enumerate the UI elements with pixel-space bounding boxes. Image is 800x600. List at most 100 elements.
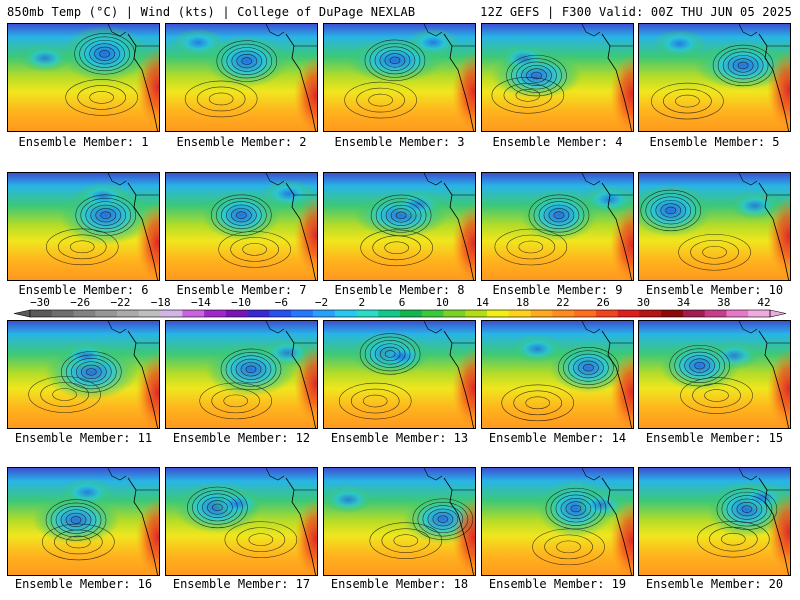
ensemble-member-label: Ensemble Member: 4 — [492, 135, 623, 149]
colorbar-segment — [30, 310, 53, 317]
colorbar-segment — [487, 310, 510, 317]
ensemble-member-label: Ensemble Member: 12 — [172, 431, 311, 445]
temperature-map — [324, 321, 475, 428]
ensemble-member-label: Ensemble Member: 7 — [176, 283, 307, 297]
ensemble-panel-17 — [165, 467, 318, 576]
ensemble-panel-7 — [165, 172, 318, 281]
ensemble-member-label: Ensemble Member: 5 — [649, 135, 780, 149]
ensemble-member-label: Ensemble Member: 15 — [645, 431, 784, 445]
ensemble-member-label: Ensemble Member: 17 — [172, 577, 311, 591]
colorbar-tick-label: 6 — [398, 296, 406, 309]
temperature-map — [482, 468, 633, 575]
temperature-map — [324, 468, 475, 575]
colorbar-segment — [400, 310, 423, 317]
colorbar-segment — [51, 310, 74, 317]
colorbar-tick-label: −30 — [30, 296, 50, 309]
ensemble-panel-15 — [638, 320, 791, 429]
ensemble-member-label: Ensemble Member: 14 — [488, 431, 627, 445]
colorbar-segment — [117, 310, 140, 317]
temperature-map — [166, 24, 317, 131]
colorbar-segment — [182, 310, 205, 317]
colorbar-tick-label: 14 — [475, 296, 490, 309]
colorbar-tick-label: 42 — [757, 296, 771, 309]
ensemble-member-label: Ensemble Member: 11 — [14, 431, 153, 445]
ensemble-panel-18 — [323, 467, 476, 576]
colorbar-segment — [465, 310, 488, 317]
ensemble-panel-2 — [165, 23, 318, 132]
ensemble-panel-19 — [481, 467, 634, 576]
temperature-map — [166, 173, 317, 280]
temperature-map — [639, 321, 790, 428]
ensemble-member-label: Ensemble Member: 9 — [492, 283, 623, 297]
colorbar-tick-label: −2 — [314, 296, 329, 309]
colorbar-segment — [73, 310, 96, 317]
colorbar-segment — [617, 310, 640, 317]
ensemble-panel-4 — [481, 23, 634, 132]
colorbar-segment — [530, 310, 553, 317]
colorbar-tick-label: 2 — [358, 296, 366, 309]
temperature-map — [8, 468, 159, 575]
colorbar-segment — [421, 310, 444, 317]
colorbar-segment — [508, 310, 531, 317]
colorbar-tick-label: −14 — [190, 296, 211, 309]
header-valid-time: 12Z GEFS | F300 Valid: 00Z THU JUN 05 20… — [480, 5, 792, 19]
colorbar-tick-label: −18 — [150, 296, 171, 309]
ensemble-panel-5 — [638, 23, 791, 132]
ensemble-member-label: Ensemble Member: 13 — [330, 431, 469, 445]
ensemble-panel-11 — [7, 320, 160, 429]
ensemble-member-label: Ensemble Member: 18 — [330, 577, 469, 591]
temperature-map — [8, 24, 159, 131]
ensemble-member-label: Ensemble Member: 6 — [18, 283, 149, 297]
colorbar-segment — [704, 310, 727, 317]
colorbar-left-arrow — [13, 309, 31, 318]
ensemble-member-label: Ensemble Member: 20 — [645, 577, 784, 591]
temperature-map — [324, 173, 475, 280]
colorbar-segment — [247, 310, 270, 317]
colorbar-tick-label: 10 — [435, 296, 449, 309]
colorbar-segment — [334, 310, 357, 317]
ensemble-member-label: Ensemble Member: 8 — [334, 283, 465, 297]
colorbar-right-arrow — [769, 309, 787, 318]
colorbar-segment — [225, 310, 248, 317]
temperature-map — [482, 24, 633, 131]
ensemble-panel-14 — [481, 320, 634, 429]
ensemble-member-label: Ensemble Member: 10 — [645, 283, 784, 297]
colorbar-tick-label: 34 — [676, 296, 691, 309]
colorbar-segment — [269, 310, 292, 317]
ensemble-panel-16 — [7, 467, 160, 576]
colorbar-tick-label: 22 — [556, 296, 570, 309]
colorbar-tick-label: −6 — [274, 296, 288, 309]
colorbar-segment — [552, 310, 575, 317]
ensemble-member-label: Ensemble Member: 2 — [176, 135, 307, 149]
colorbar-segment — [726, 310, 749, 317]
temperature-map — [639, 24, 790, 131]
ensemble-panel-1 — [7, 23, 160, 132]
colorbar-tick-label: 18 — [516, 296, 530, 309]
colorbar-tick-label: −22 — [110, 296, 131, 309]
colorbar-tick-label: −26 — [70, 296, 91, 309]
ensemble-member-label: Ensemble Member: 3 — [334, 135, 465, 149]
ensemble-panel-3 — [323, 23, 476, 132]
colorbar-segment — [682, 310, 706, 317]
ensemble-panel-10 — [638, 172, 791, 281]
colorbar-segment — [356, 310, 379, 317]
colorbar-segment — [443, 310, 466, 317]
colorbar-segment — [204, 310, 227, 317]
colorbar-segment — [595, 310, 618, 317]
temperature-map — [324, 24, 475, 131]
colorbar-tick-label: −10 — [231, 296, 252, 309]
colorbar-segment — [138, 310, 161, 317]
temperature-colorbar — [13, 309, 787, 318]
ensemble-member-label: Ensemble Member: 19 — [488, 577, 627, 591]
temperature-map — [8, 173, 159, 280]
colorbar-segment — [378, 310, 401, 317]
temperature-map — [8, 321, 159, 428]
temperature-map — [639, 468, 790, 575]
ensemble-member-label: Ensemble Member: 16 — [14, 577, 153, 591]
colorbar-segment — [661, 310, 684, 317]
colorbar-tick-label: 30 — [636, 296, 650, 309]
colorbar-tick-label: 38 — [717, 296, 731, 309]
colorbar-segment — [748, 310, 771, 317]
temperature-map — [482, 173, 633, 280]
